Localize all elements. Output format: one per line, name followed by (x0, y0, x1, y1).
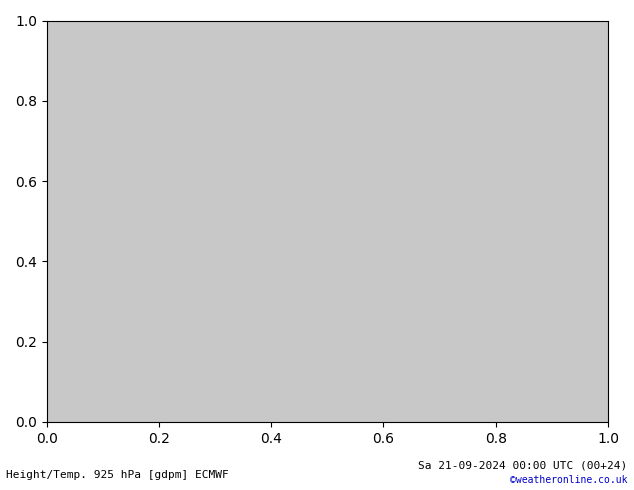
Text: Height/Temp. 925 hPa [gdpm] ECMWF: Height/Temp. 925 hPa [gdpm] ECMWF (6, 470, 229, 480)
Text: Sa 21-09-2024 00:00 UTC (00+24): Sa 21-09-2024 00:00 UTC (00+24) (418, 461, 628, 470)
Text: ©weatheronline.co.uk: ©weatheronline.co.uk (510, 475, 628, 485)
